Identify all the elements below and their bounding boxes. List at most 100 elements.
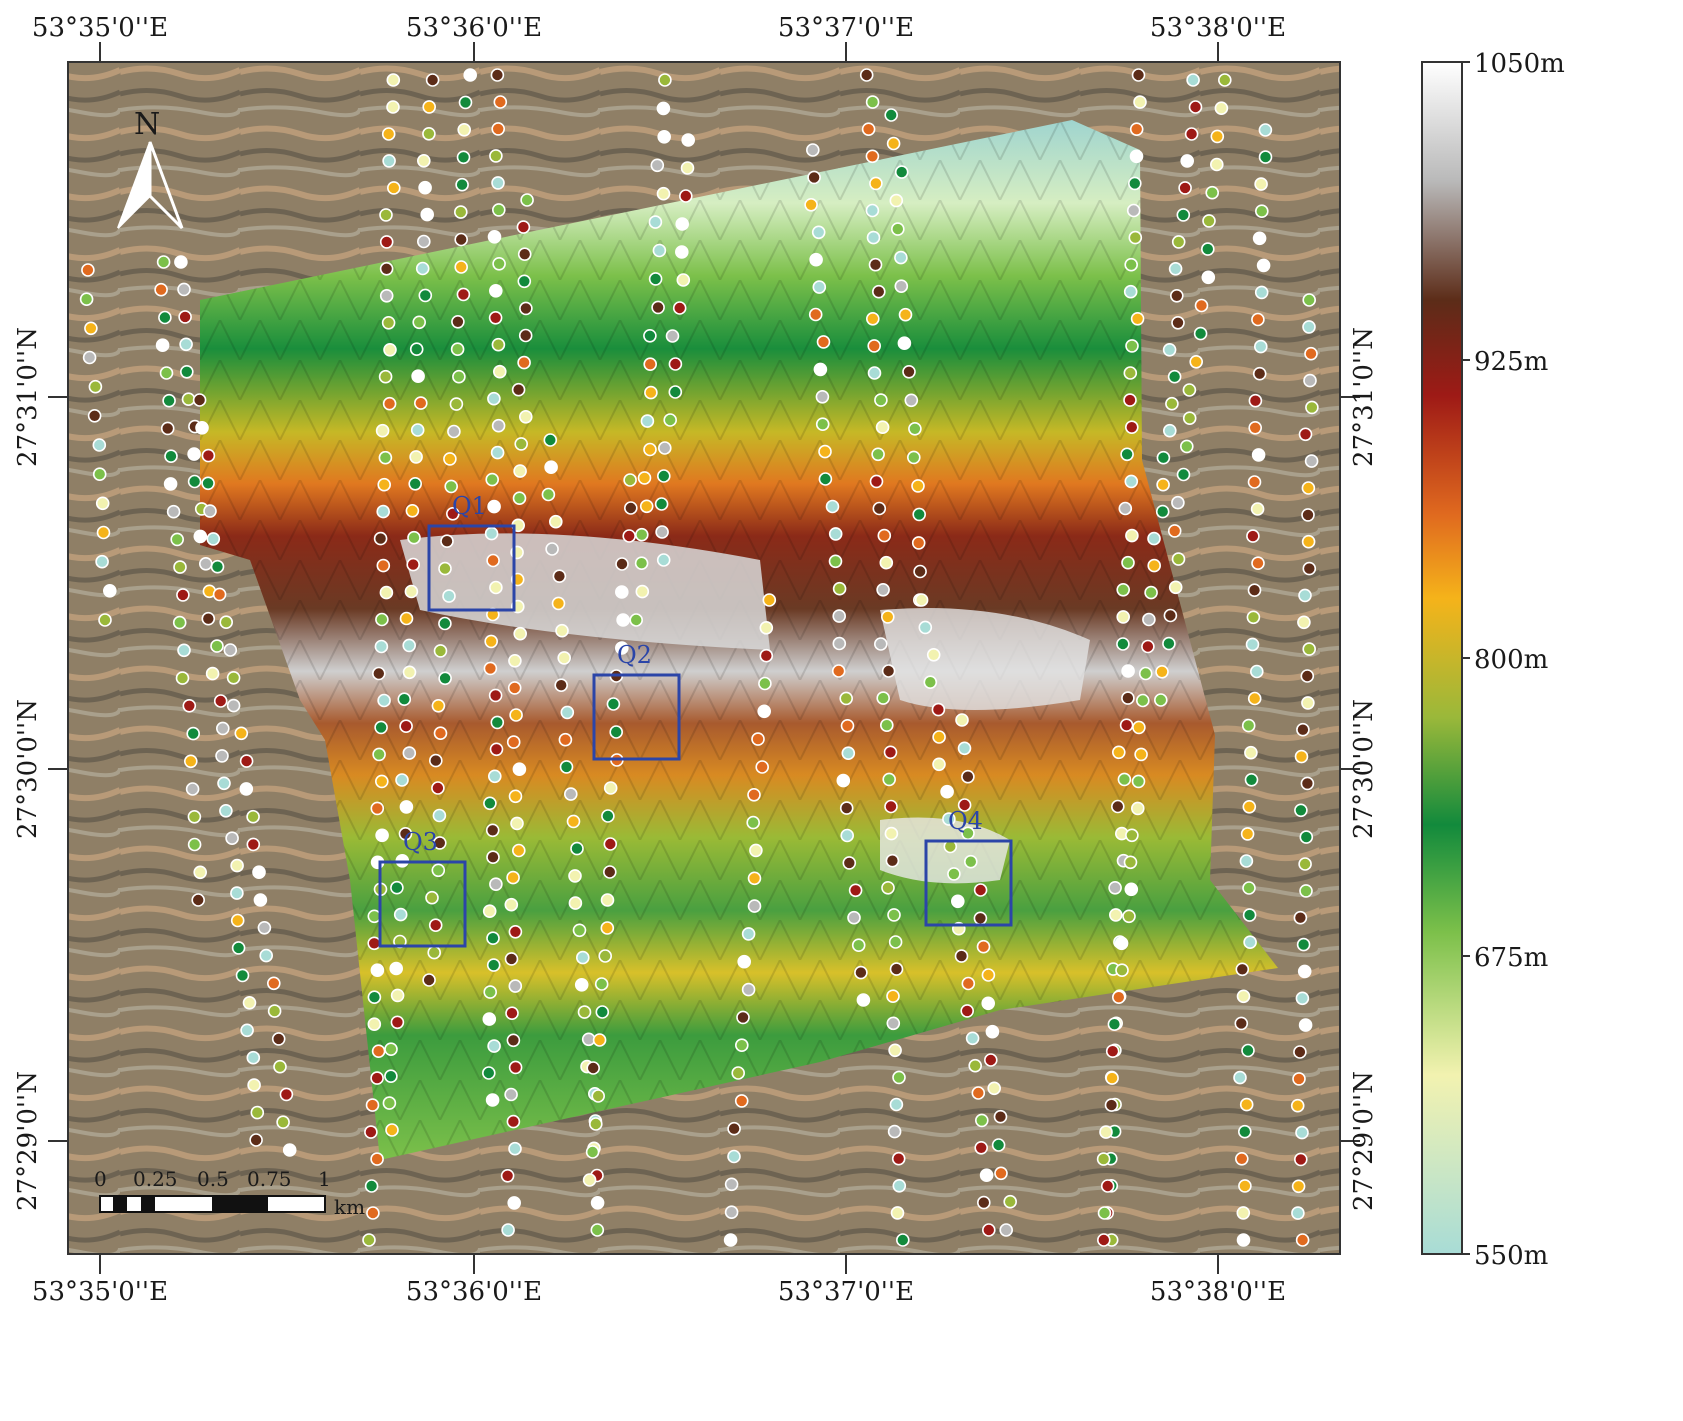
elevation-point xyxy=(585,1145,600,1159)
elevation-point xyxy=(1299,884,1313,898)
elevation-point xyxy=(493,95,508,109)
lon-bottom-3: 53°37'0''E xyxy=(778,1277,914,1307)
elevation-point xyxy=(548,514,563,529)
elevation-point xyxy=(588,1117,603,1131)
elevation-point xyxy=(993,1109,1008,1124)
elevation-point xyxy=(554,678,569,693)
elevation-point xyxy=(865,149,880,164)
elevation-point xyxy=(377,693,391,708)
study-area-q4: Q4 xyxy=(924,807,1013,927)
scale-tick-025: 0.25 xyxy=(133,1167,178,1191)
elevation-point xyxy=(1097,1206,1112,1220)
elevation-point xyxy=(366,1206,380,1220)
elevation-point xyxy=(379,261,394,276)
elevation-point xyxy=(654,497,669,511)
elevation-point xyxy=(177,282,191,297)
elevation-point xyxy=(390,1015,405,1030)
elevation-point xyxy=(159,366,174,380)
elevation-point xyxy=(650,158,665,173)
elevation-point xyxy=(377,477,392,492)
elevation-point xyxy=(416,154,431,168)
elevation-point xyxy=(566,814,581,829)
elevation-point xyxy=(1125,420,1139,435)
elevation-point xyxy=(918,620,933,635)
elevation-point xyxy=(1099,1125,1113,1139)
elevation-point xyxy=(160,421,175,436)
elevation-point xyxy=(751,732,765,746)
elevation-point xyxy=(1141,639,1155,654)
elevation-point xyxy=(1300,669,1315,683)
elevation-point xyxy=(960,1004,975,1018)
elevation-point xyxy=(438,616,452,631)
q2-label: Q2 xyxy=(617,641,652,669)
elevation-point xyxy=(1112,990,1126,1005)
elevation-point xyxy=(379,235,394,249)
elevation-point xyxy=(1246,529,1260,543)
elevation-point xyxy=(98,613,112,627)
elevation-point xyxy=(487,391,501,406)
scale-tick-05: 0.5 xyxy=(197,1167,229,1191)
elevation-point xyxy=(757,704,772,719)
elevation-point xyxy=(931,702,946,717)
elevation-point xyxy=(629,613,644,627)
elevation-point xyxy=(376,558,391,573)
elevation-point xyxy=(231,941,246,955)
q4-box xyxy=(924,839,1013,927)
elevation-point xyxy=(981,1223,996,1237)
elevation-point xyxy=(223,643,238,657)
elevation-point xyxy=(518,328,533,343)
elevation-point xyxy=(395,773,409,787)
elevation-point xyxy=(840,828,855,843)
elevation-point xyxy=(88,379,103,394)
elevation-point xyxy=(206,532,221,546)
elevation-point xyxy=(374,639,389,654)
elevation-point xyxy=(372,747,386,762)
elevation-point xyxy=(746,815,761,830)
elevation-point xyxy=(1128,230,1143,245)
elevation-point xyxy=(382,1096,397,1110)
colorbar-label-max: 1050m xyxy=(1474,49,1565,79)
elevation-point xyxy=(381,315,396,330)
elevation-point xyxy=(82,350,97,365)
elevation-point xyxy=(904,393,919,408)
elevation-point xyxy=(517,274,532,289)
elevation-point xyxy=(724,1205,739,1219)
elevation-point xyxy=(1242,881,1256,895)
elevation-point xyxy=(1123,393,1137,407)
elevation-point xyxy=(908,421,922,436)
elevation-point xyxy=(1180,154,1194,168)
elevation-point xyxy=(1295,1125,1309,1140)
elevation-point xyxy=(376,504,391,519)
elevation-point xyxy=(1186,73,1200,87)
elevation-point xyxy=(1241,1043,1255,1058)
elevation-point xyxy=(672,301,687,315)
elevation-point xyxy=(203,504,217,518)
elevation-point xyxy=(923,675,938,690)
elevation-point xyxy=(1291,1206,1305,1220)
elevation-point xyxy=(1180,439,1194,454)
elevation-point xyxy=(828,554,843,569)
elevation-point xyxy=(1165,396,1179,411)
elevation-point xyxy=(656,186,671,201)
elevation-point xyxy=(656,553,671,567)
elevation-point xyxy=(492,364,507,379)
elevation-point xyxy=(443,452,457,466)
elevation-point xyxy=(555,623,569,638)
elevation-point xyxy=(176,588,190,602)
elevation-point xyxy=(1120,447,1134,462)
elevation-point xyxy=(1114,936,1129,951)
elevation-point xyxy=(876,691,891,705)
elevation-point xyxy=(386,181,401,195)
elevation-point xyxy=(886,989,900,1004)
elevation-point xyxy=(155,338,170,353)
elevation-point xyxy=(1258,150,1273,164)
elevation-point xyxy=(230,858,244,873)
elevation-point xyxy=(1162,342,1177,357)
elevation-point xyxy=(1297,615,1311,630)
elevation-point xyxy=(411,369,425,384)
elevation-point xyxy=(1123,855,1138,870)
elevation-point xyxy=(648,272,663,286)
elevation-point xyxy=(374,720,388,735)
elevation-point xyxy=(895,1233,910,1247)
elevation-point xyxy=(413,396,428,410)
